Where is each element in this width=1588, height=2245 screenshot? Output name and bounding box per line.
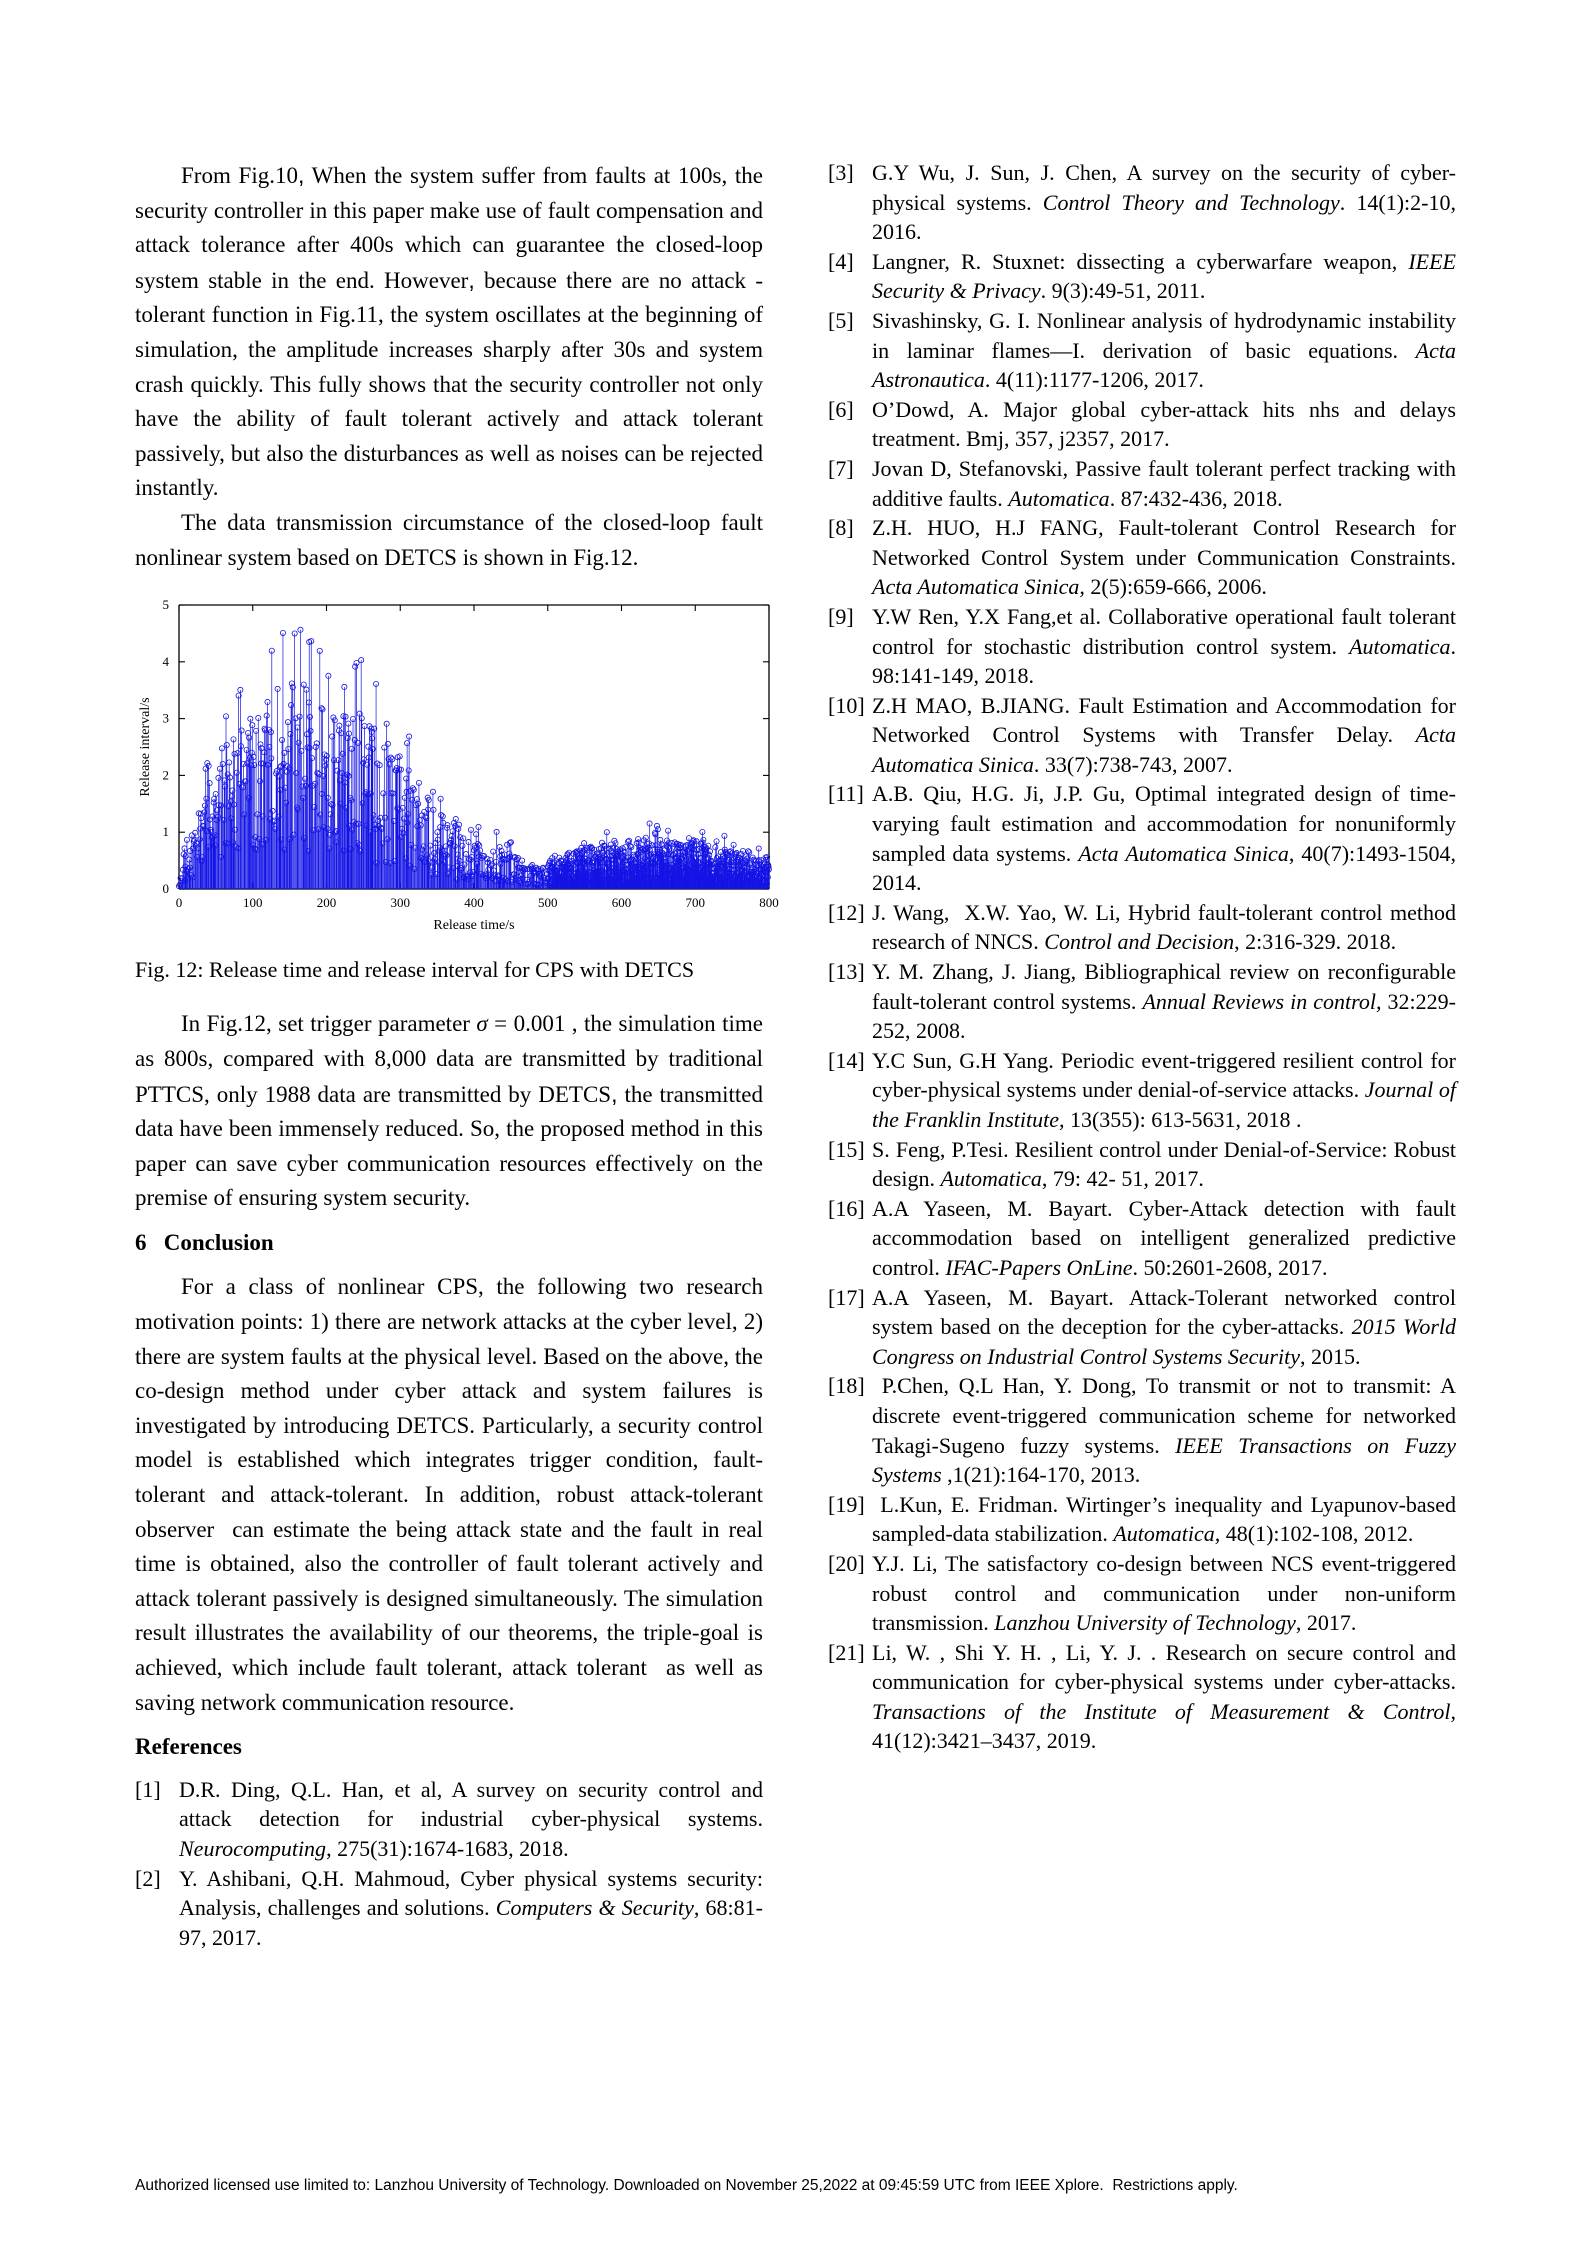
svg-text:400: 400 bbox=[464, 895, 484, 910]
svg-text:100: 100 bbox=[243, 895, 263, 910]
svg-text:0: 0 bbox=[176, 895, 183, 910]
svg-text:500: 500 bbox=[538, 895, 558, 910]
svg-text:0: 0 bbox=[163, 881, 170, 896]
svg-text:200: 200 bbox=[317, 895, 337, 910]
svg-text:4: 4 bbox=[163, 654, 170, 669]
svg-text:3: 3 bbox=[163, 711, 170, 726]
svg-text:Release interval/s: Release interval/s bbox=[138, 698, 153, 797]
svg-text:1: 1 bbox=[163, 824, 170, 839]
svg-text:800: 800 bbox=[759, 895, 779, 910]
svg-text:2: 2 bbox=[163, 768, 170, 783]
svg-text:700: 700 bbox=[686, 895, 706, 910]
svg-text:300: 300 bbox=[391, 895, 411, 910]
svg-text:Release time/s: Release time/s bbox=[433, 918, 514, 932]
svg-text:600: 600 bbox=[612, 895, 632, 910]
svg-text:5: 5 bbox=[163, 597, 170, 612]
